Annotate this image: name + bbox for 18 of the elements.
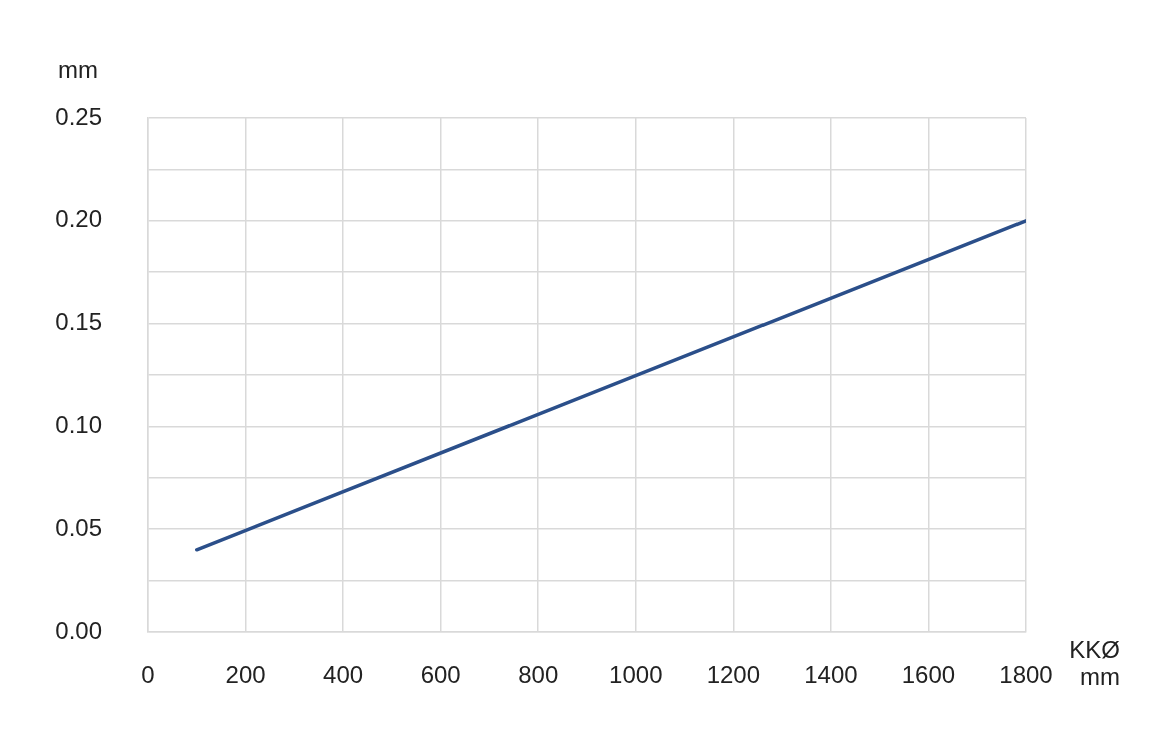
y-tick-label: 0.00 [55,616,102,644]
x-axis-title: KKØ mm [1069,636,1120,690]
x-tick-label: 200 [225,661,266,689]
x-tick-label: 800 [518,661,559,689]
x-tick-label: 1800 [999,661,1053,689]
y-tick-label: 0.15 [55,308,102,336]
x-tick-label: 600 [420,661,461,689]
x-tick-label: 400 [323,661,364,689]
y-tick-label: 0.20 [55,205,102,233]
x-tick-label: 0 [141,661,155,689]
y-tick-label: 0.05 [55,513,102,541]
y-axis-title: mm [58,56,98,83]
x-tick-label: 1400 [804,661,858,689]
x-tick-label: 1000 [609,661,663,689]
y-tick-label: 0.25 [55,102,102,130]
y-tick-label: 0.10 [55,411,102,439]
x-tick-label: 1600 [901,661,956,689]
x-tick-label: 1200 [706,661,761,689]
